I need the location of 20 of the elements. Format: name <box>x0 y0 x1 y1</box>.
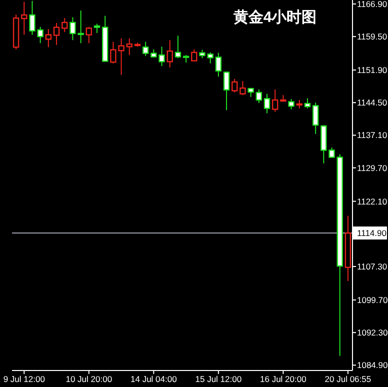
y-tick-label: 1137.10 <box>357 130 388 140</box>
y-tick-label: 1122.10 <box>357 196 388 206</box>
y-tick-label: 1166.90 <box>357 0 388 9</box>
x-tick-label: 16 Jul 20:00 <box>260 374 307 384</box>
y-tick-label: 1092.30 <box>357 328 388 338</box>
x-tick-label: 10 Jul 20:00 <box>66 374 112 384</box>
y-tick-label: 1144.50 <box>357 98 388 108</box>
y-tick-label: 1107.30 <box>357 261 388 272</box>
y-tick-label: 1151.90 <box>357 65 388 76</box>
ref-line-label: 1114.90 <box>357 228 387 238</box>
x-tick-label: 20 Jul 06:55 <box>324 374 372 384</box>
text: 黄金4小时图 <box>232 9 317 26</box>
candlestick <box>21 1 28 36</box>
y-tick-label: 1084.90 <box>357 360 388 370</box>
y-tick-label: 1159.50 <box>357 32 388 42</box>
y-tick-label: 1099.70 <box>357 294 388 305</box>
x-tick-label: 15 Jul 12:00 <box>195 374 242 384</box>
x-tick-label: 14 Jul 04:00 <box>130 374 178 384</box>
y-tick-label: 1129.70 <box>357 162 388 173</box>
x-tick-label: 9 Jul 12:00 <box>3 374 46 384</box>
